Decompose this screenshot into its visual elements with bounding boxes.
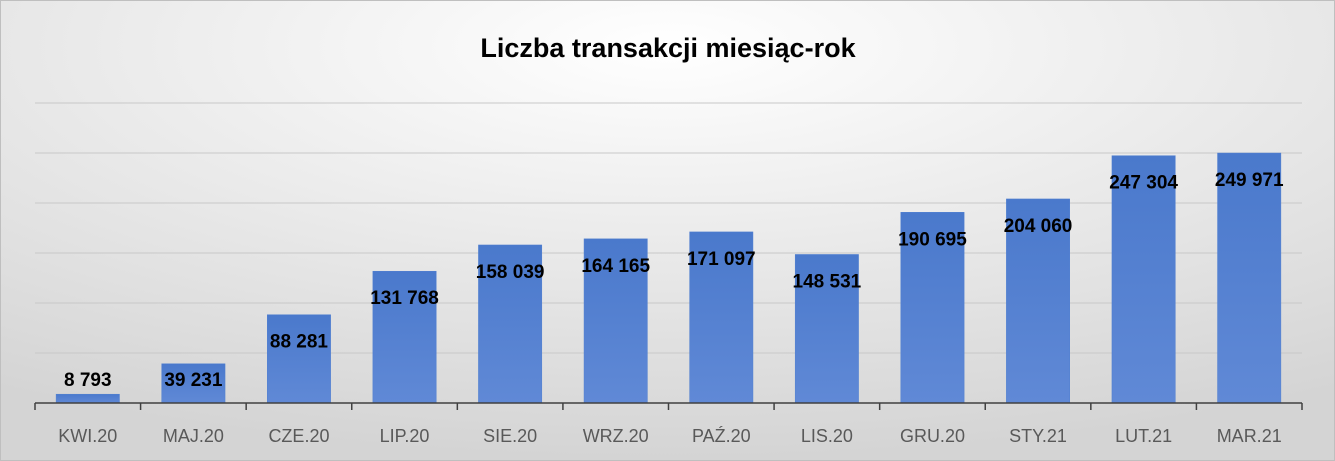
data-label: 131 768 [370, 288, 439, 309]
data-label: 171 097 [687, 249, 756, 270]
x-tick-label: LUT.21 [1115, 426, 1172, 446]
bar [1006, 198, 1070, 404]
data-label: 88 281 [270, 332, 329, 353]
x-tick-label: SIE.20 [483, 426, 537, 446]
bar [372, 270, 437, 404]
bar [689, 231, 754, 404]
x-tick-label: LIS.20 [801, 426, 853, 446]
data-label: 249 971 [1215, 170, 1284, 191]
bar [583, 238, 648, 404]
x-tick-label: CZE.20 [268, 426, 329, 446]
bar [900, 212, 965, 404]
data-label: 39 231 [164, 370, 223, 391]
bar [478, 244, 543, 404]
x-tick-label: MAR.21 [1217, 426, 1282, 446]
bar [1111, 155, 1176, 404]
bar [267, 314, 331, 404]
data-label: 158 039 [476, 262, 545, 283]
x-tick-label: GRU.20 [900, 426, 965, 446]
x-tick-label: KWI.20 [58, 426, 117, 446]
data-label: 8 793 [64, 370, 112, 391]
bar [1217, 152, 1282, 404]
bar [161, 363, 226, 404]
bar [55, 393, 120, 404]
x-tick-label: PAŹ.20 [692, 426, 751, 446]
data-label: 148 531 [793, 271, 862, 292]
data-label: 190 695 [898, 229, 967, 250]
chart-title: Liczba transakcji miesiąc-rok [480, 33, 856, 63]
bar [794, 254, 859, 404]
x-tick-label: LIP.20 [380, 426, 430, 446]
data-label: 204 060 [1004, 216, 1073, 237]
x-tick-label: STY.21 [1009, 426, 1067, 446]
x-tick-label: WRZ.20 [583, 426, 649, 446]
data-label: 164 165 [581, 256, 650, 277]
x-tick-label: MAJ.20 [163, 426, 224, 446]
data-label: 247 304 [1109, 173, 1178, 194]
